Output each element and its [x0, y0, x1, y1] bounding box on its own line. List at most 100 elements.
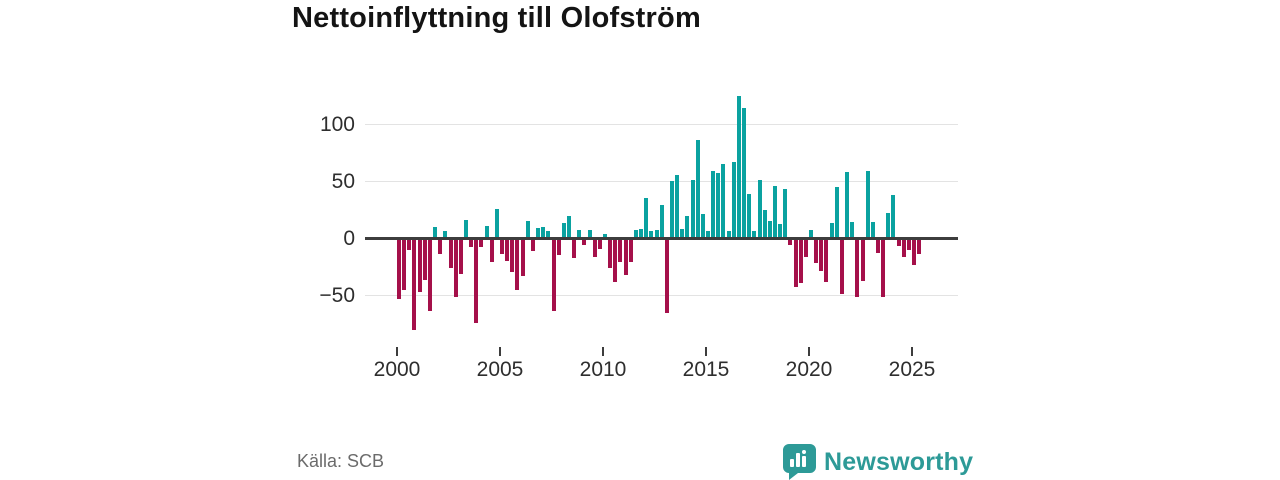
bar — [881, 240, 885, 297]
bar — [840, 240, 844, 294]
bar — [402, 240, 406, 290]
bar — [593, 240, 597, 257]
bar — [742, 108, 746, 237]
bar — [649, 231, 653, 237]
bar — [685, 216, 689, 237]
bar — [696, 140, 700, 237]
bar — [727, 231, 731, 237]
newsworthy-logo: Newsworthy — [783, 444, 973, 480]
bar — [552, 240, 556, 311]
bar — [485, 226, 489, 237]
bar — [443, 231, 447, 237]
bar — [613, 240, 617, 282]
bar — [891, 195, 895, 237]
bar — [912, 240, 916, 265]
bar — [603, 234, 607, 237]
gridline-50 — [365, 181, 958, 182]
y-axis-label: 0 — [343, 227, 355, 250]
bar — [752, 231, 756, 237]
bar — [706, 231, 710, 237]
bar — [845, 172, 849, 237]
bar — [536, 228, 540, 237]
x-axis-tick — [911, 347, 913, 356]
bar — [917, 240, 921, 254]
source-caption: Källa: SCB — [297, 451, 385, 471]
x-axis-label: 2015 — [682, 358, 730, 381]
bar — [721, 164, 725, 237]
bar — [855, 240, 859, 297]
bar — [850, 222, 854, 237]
bar — [634, 230, 638, 237]
bar — [459, 240, 463, 274]
bar — [474, 240, 478, 323]
y-axis-label: 50 — [331, 170, 355, 193]
bar — [505, 240, 509, 261]
bar — [675, 175, 679, 237]
bar — [598, 240, 602, 249]
x-axis-tick — [705, 347, 707, 356]
bar — [433, 227, 437, 237]
bar — [418, 240, 422, 292]
bar — [830, 223, 834, 237]
bar — [758, 180, 762, 237]
bar — [397, 240, 401, 299]
bar — [773, 186, 777, 237]
bar — [902, 240, 906, 257]
newsworthy-logo-icon — [783, 444, 816, 480]
newsworthy-wordmark: Newsworthy — [824, 447, 974, 476]
bar — [412, 240, 416, 330]
x-axis-tick — [396, 347, 398, 356]
gridline--50 — [365, 295, 958, 296]
gridline-100 — [365, 124, 958, 125]
bar — [515, 240, 519, 290]
bar — [799, 240, 803, 283]
x-axis-zero-line — [365, 237, 958, 240]
bar — [701, 214, 705, 237]
bar — [531, 240, 535, 251]
bar — [454, 240, 458, 297]
x-axis-label: 2020 — [785, 358, 833, 381]
bar — [819, 240, 823, 271]
bar — [747, 194, 751, 237]
bar — [438, 240, 442, 254]
bar — [871, 222, 875, 237]
bar — [582, 240, 586, 245]
bar — [639, 229, 643, 237]
bar — [624, 240, 628, 275]
bar — [644, 198, 648, 237]
bar — [732, 162, 736, 237]
bar — [655, 230, 659, 237]
bar — [500, 240, 504, 254]
bar — [428, 240, 432, 311]
bar — [835, 187, 839, 237]
bar — [490, 240, 494, 262]
x-axis-label: 2005 — [476, 358, 524, 381]
bar — [572, 240, 576, 258]
x-axis-label: 2010 — [579, 358, 627, 381]
bar — [886, 213, 890, 237]
chart-title: Nettoinflyttning till Olofström — [292, 2, 701, 34]
bar — [809, 230, 813, 237]
bar — [794, 240, 798, 287]
bar — [783, 189, 787, 237]
x-axis-label: 2000 — [373, 358, 421, 381]
x-axis-label: 2025 — [888, 358, 936, 381]
x-axis-tick — [808, 347, 810, 356]
bar — [788, 240, 792, 245]
bar — [665, 240, 669, 313]
bar — [824, 240, 828, 282]
bar — [804, 240, 808, 257]
bar — [546, 231, 550, 237]
x-axis-tick — [602, 347, 604, 356]
bar — [778, 224, 782, 237]
bar — [618, 240, 622, 262]
bar — [608, 240, 612, 268]
bar — [897, 240, 901, 246]
y-axis-label: −50 — [319, 284, 355, 307]
bar — [469, 240, 473, 247]
bar — [495, 209, 499, 237]
bar — [670, 181, 674, 237]
bar — [768, 221, 772, 237]
bar — [711, 171, 715, 237]
